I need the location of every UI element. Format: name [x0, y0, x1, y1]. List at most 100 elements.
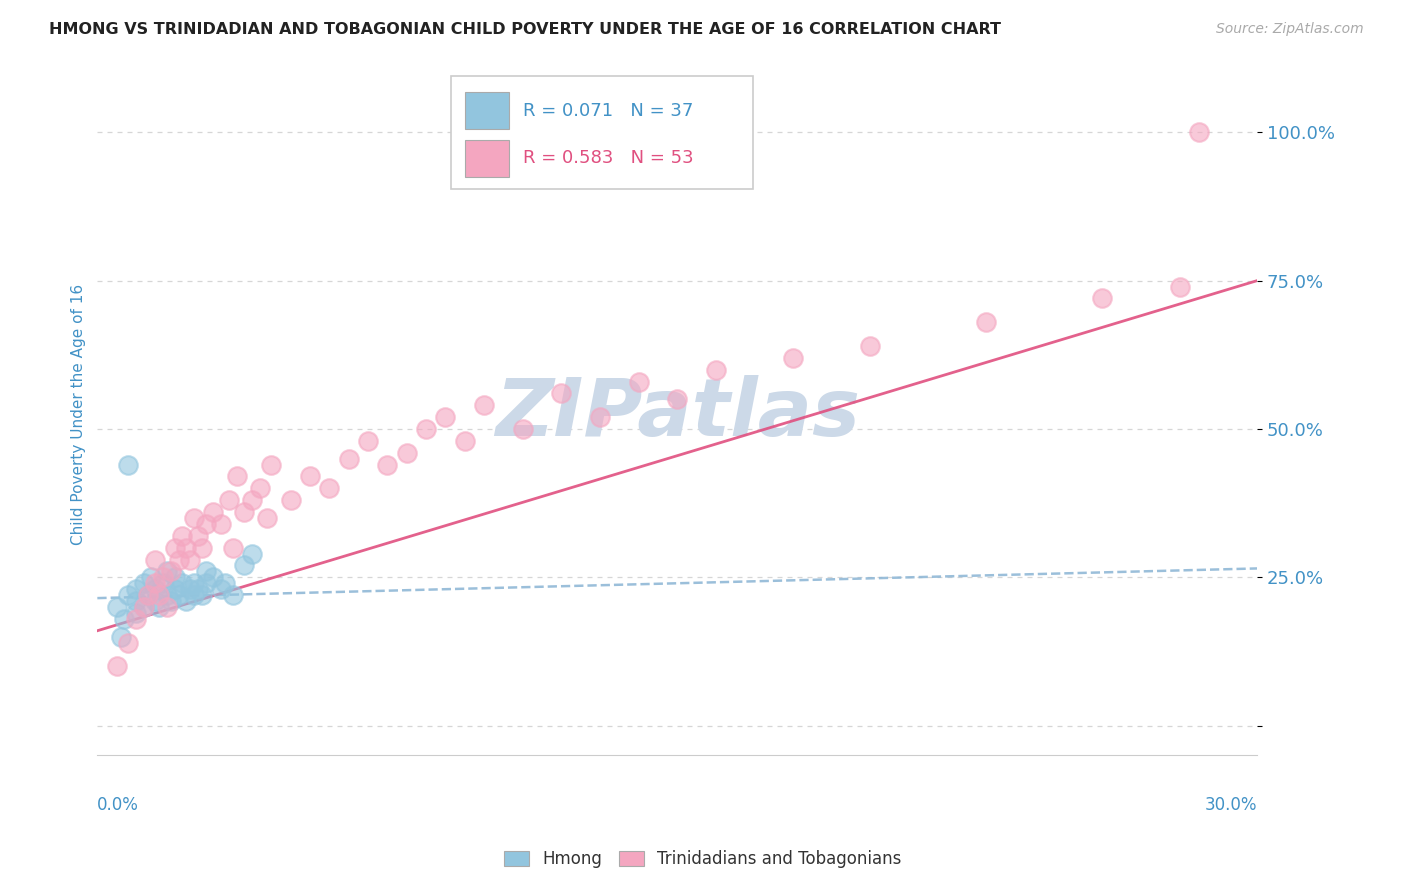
Point [1091, 292, 1114, 306]
Point [202, 505, 225, 519]
Point [105, 659, 128, 673]
Point [141, 570, 163, 584]
Point [112, 612, 135, 626]
Point [859, 339, 882, 353]
Point [105, 600, 128, 615]
Y-axis label: Child Poverty Under the Age of 16: Child Poverty Under the Age of 16 [72, 284, 86, 545]
Point [415, 422, 437, 436]
Point [187, 529, 209, 543]
Text: ZIPatlas: ZIPatlas [495, 376, 859, 453]
Point [132, 600, 155, 615]
Point [183, 588, 205, 602]
Point [190, 541, 212, 555]
Point [172, 529, 194, 543]
Point [187, 582, 209, 597]
Point [589, 410, 612, 425]
Point [136, 588, 159, 602]
Point [627, 375, 650, 389]
Point [117, 458, 139, 472]
Point [174, 541, 197, 555]
Text: R = 0.071   N = 37: R = 0.071 N = 37 [523, 102, 693, 120]
Point [240, 547, 263, 561]
Point [233, 558, 256, 573]
Point [148, 600, 170, 615]
Point [148, 588, 170, 602]
Point [172, 576, 194, 591]
Point [214, 576, 236, 591]
Point [110, 630, 132, 644]
Text: 0.0%: 0.0% [97, 797, 139, 814]
Point [179, 582, 201, 597]
Point [125, 612, 148, 626]
Point [159, 565, 181, 579]
Point [218, 493, 240, 508]
Point [125, 594, 148, 608]
Point [240, 493, 263, 508]
Point [117, 635, 139, 649]
Point [179, 552, 201, 566]
Point [704, 362, 727, 376]
Point [298, 469, 321, 483]
Point [174, 594, 197, 608]
Text: Source: ZipAtlas.com: Source: ZipAtlas.com [1216, 22, 1364, 37]
FancyBboxPatch shape [465, 139, 509, 177]
Legend: Hmong, Trinidadians and Tobagonians: Hmong, Trinidadians and Tobagonians [498, 844, 908, 875]
Point [132, 600, 155, 615]
Point [225, 469, 247, 483]
Point [233, 505, 256, 519]
Point [375, 458, 398, 472]
Point [183, 576, 205, 591]
FancyBboxPatch shape [465, 92, 509, 129]
Point [156, 565, 179, 579]
FancyBboxPatch shape [451, 77, 752, 189]
Point [976, 315, 998, 329]
Point [190, 588, 212, 602]
Point [782, 351, 804, 365]
Point [337, 451, 360, 466]
Point [167, 552, 190, 566]
Point [194, 565, 217, 579]
Point [125, 606, 148, 620]
Point [318, 481, 340, 495]
Text: HMONG VS TRINIDADIAN AND TOBAGONIAN CHILD POVERTY UNDER THE AGE OF 16 CORRELATIO: HMONG VS TRINIDADIAN AND TOBAGONIAN CHIL… [49, 22, 1001, 37]
Point [132, 576, 155, 591]
Point [125, 582, 148, 597]
Point [453, 434, 475, 448]
Point [152, 576, 174, 591]
Point [550, 386, 572, 401]
Point [163, 582, 186, 597]
Point [194, 516, 217, 531]
Point [156, 600, 179, 615]
Point [1168, 279, 1191, 293]
Point [183, 511, 205, 525]
Point [163, 570, 186, 584]
Point [395, 446, 418, 460]
Text: R = 0.583   N = 53: R = 0.583 N = 53 [523, 149, 693, 168]
Point [472, 398, 495, 412]
Point [221, 541, 243, 555]
Point [156, 588, 179, 602]
Point [249, 481, 271, 495]
Point [1188, 125, 1211, 139]
Point [152, 570, 174, 584]
Point [512, 422, 534, 436]
Point [256, 511, 278, 525]
Point [143, 594, 166, 608]
Point [209, 516, 232, 531]
Point [194, 576, 217, 591]
Point [280, 493, 302, 508]
Point [221, 588, 243, 602]
Point [666, 392, 689, 407]
Point [143, 576, 166, 591]
Point [136, 588, 159, 602]
Point [163, 541, 186, 555]
Point [167, 588, 190, 602]
Point [143, 552, 166, 566]
Point [260, 458, 283, 472]
Point [117, 588, 139, 602]
Point [357, 434, 380, 448]
Text: 30.0%: 30.0% [1205, 797, 1257, 814]
Point [143, 582, 166, 597]
Point [209, 582, 232, 597]
Point [202, 570, 225, 584]
